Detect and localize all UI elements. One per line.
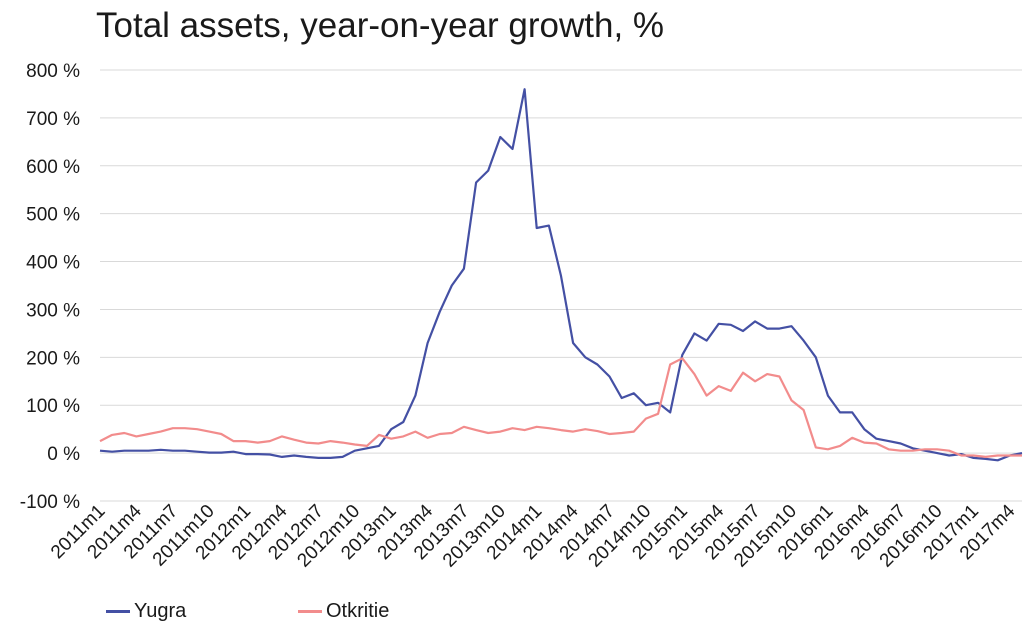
y-tick-label: 400 % <box>26 253 80 274</box>
legend-swatch-yugra <box>106 610 130 613</box>
y-tick-label: 0 % <box>47 444 80 465</box>
y-tick-label: 200 % <box>26 348 80 369</box>
legend-item-otkritie: Otkritie <box>298 600 389 623</box>
y-tick-label: 700 % <box>26 109 80 130</box>
chart-title: Total assets, year-on-year growth, % <box>96 6 665 45</box>
y-tick-label: -100 % <box>20 492 80 513</box>
gridlines <box>100 69 1022 502</box>
legend-label-yugra: Yugra <box>134 600 187 622</box>
series-lines <box>99 88 1023 462</box>
legend-label-otkritie: Otkritie <box>326 600 390 622</box>
y-tick-label: 800 % <box>26 61 80 82</box>
legend-item-yugra: Yugra <box>106 600 186 623</box>
y-tick-label: 100 % <box>26 396 80 417</box>
y-tick-label: 300 % <box>26 300 80 321</box>
series-line-yugra <box>99 88 1023 462</box>
legend-swatch-otkritie <box>298 610 322 613</box>
x-axis: 2011m12011m42011m72011m102012m12012m4201… <box>47 500 1020 571</box>
y-axis: -100 % 0 % 100 % 200 % 300 % 400 % 500 % 600 % 7… <box>20 61 80 513</box>
y-tick-label: 600 % <box>26 157 80 178</box>
series-line-otkritie <box>99 357 1022 458</box>
y-tick-label: 500 % <box>26 205 80 226</box>
